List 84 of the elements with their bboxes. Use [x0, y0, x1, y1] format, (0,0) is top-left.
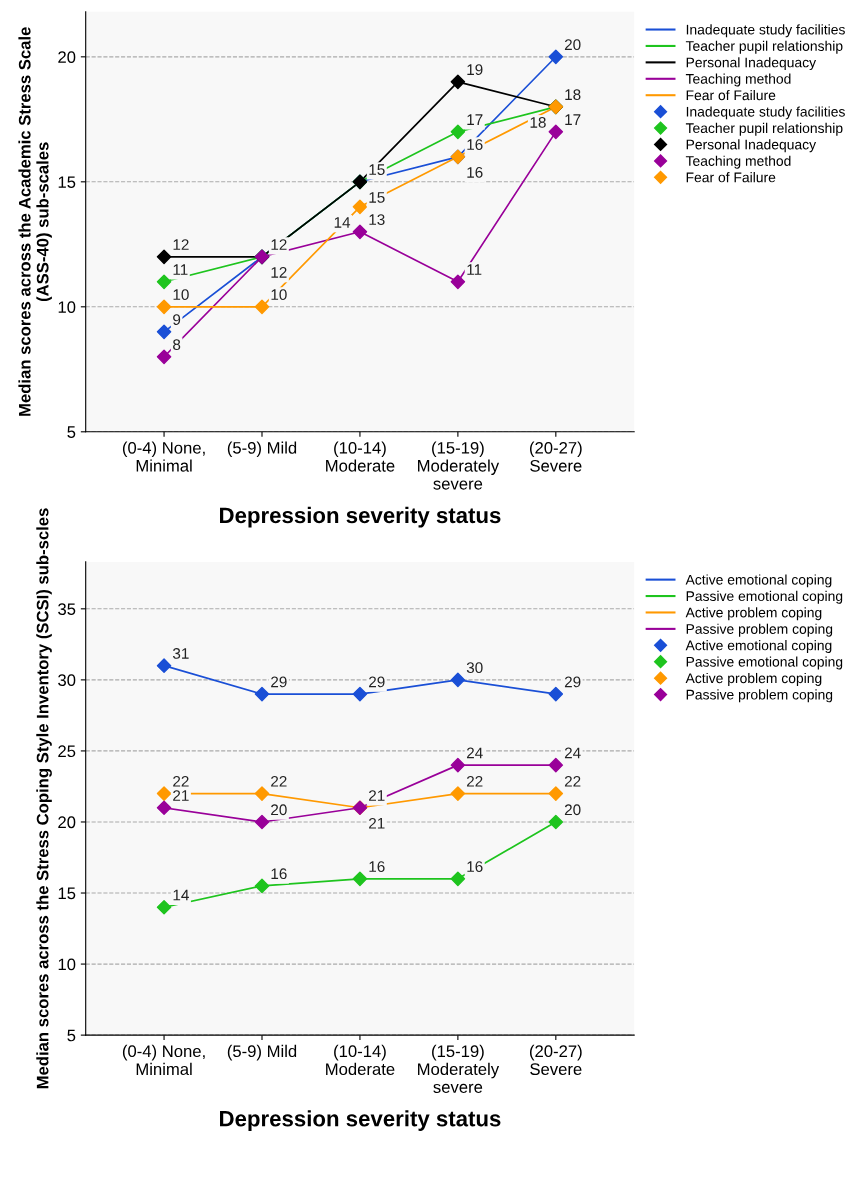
data-label: 10	[271, 289, 287, 301]
y-tick-label: 10	[58, 958, 76, 971]
x-tick-label: (10-14) Moderate	[326, 441, 395, 472]
data-label: 19	[467, 64, 483, 76]
legend-label: Teaching method	[685, 155, 791, 169]
data-label: 9	[173, 314, 181, 326]
y-axis-title: Median scores across the Academic Stress Scale (ASS-40) sub-scales	[18, 27, 52, 416]
data-label: 17	[467, 114, 483, 125]
text: Personal Inadequacy	[686, 57, 817, 71]
data-label: 12	[271, 266, 287, 278]
data-label: 16	[467, 861, 483, 873]
data-label: 18	[530, 116, 546, 128]
legend-label: Fear of Failure	[686, 172, 776, 183]
data-label: 29	[564, 676, 581, 688]
data-label: 20	[271, 804, 287, 816]
data-label: 15	[369, 192, 385, 203]
x-axis-title: Depression severity status	[220, 1110, 501, 1131]
text: Active emotional coping	[685, 574, 832, 588]
data-label: 10	[173, 289, 189, 301]
data-label: 13	[369, 214, 385, 226]
data-label: 20	[564, 39, 581, 51]
data-label: 22	[466, 775, 483, 787]
data-label: 24	[564, 747, 581, 759]
legend-label: Inadequate study facilities	[686, 106, 845, 120]
legend-label: Teacher pupil relationship	[685, 122, 843, 136]
x-tick-label: (20-27) Severe	[530, 1044, 582, 1076]
y-tick-label: 30	[58, 674, 76, 687]
text: Passive problem coping	[686, 623, 833, 637]
data-label: 29	[369, 676, 385, 688]
data-label: 29	[271, 676, 287, 688]
text: Passive emotional coping	[686, 590, 843, 604]
legend-label: Active problem coping	[685, 672, 822, 686]
y-tick-label: 20	[58, 51, 76, 64]
data-label: 22	[271, 775, 287, 787]
y-tick-label: 25	[58, 745, 76, 758]
y-tick-label: 15	[58, 887, 76, 900]
data-label: 17	[565, 114, 581, 125]
text: Active problem coping	[685, 607, 822, 621]
x-axis-title: Depression severity status	[220, 506, 501, 528]
data-label: 11	[173, 264, 188, 275]
x-tick-label: (15-19) Moderately severe	[418, 1044, 500, 1093]
legend-label: Passive problem coping	[686, 689, 833, 703]
data-label: 14	[334, 217, 351, 228]
data-label: 16	[467, 139, 483, 151]
data-label: 21	[173, 790, 189, 801]
data-label: 16	[467, 166, 483, 178]
legend-label: Passive emotional coping	[686, 656, 843, 670]
y-tick-label: 10	[58, 301, 76, 314]
data-label: 15	[369, 164, 385, 176]
y-tick-label: 20	[58, 816, 76, 829]
data-label: 20	[564, 804, 581, 816]
text: Teaching method	[685, 73, 791, 87]
text: Inadequate study facilities	[686, 24, 845, 38]
x-tick-label: (0-4) None, Minimal	[122, 441, 205, 472]
data-label: 16	[369, 861, 385, 873]
data-label: 24	[466, 747, 483, 759]
data-label: 22	[564, 775, 581, 787]
data-label: 12	[173, 239, 189, 250]
data-label: 21	[369, 817, 385, 829]
legend-label: Personal Inadequacy	[686, 139, 817, 153]
x-tick-label: (0-4) None, Minimal	[122, 1044, 205, 1076]
legend-label: Active emotional coping	[685, 640, 832, 654]
data-label: 22	[173, 775, 189, 787]
text: Fear of Failure	[686, 90, 776, 101]
y-tick-label: 5	[67, 426, 76, 438]
data-label: 14	[173, 889, 189, 901]
x-tick-label: (5-9) Mild	[227, 441, 297, 458]
y-tick-label: 15	[58, 176, 76, 189]
data-label: 31	[172, 648, 189, 659]
data-label: 18	[565, 89, 581, 101]
data-label: 12	[271, 239, 287, 250]
x-tick-label: (10-14) Moderate	[326, 1044, 395, 1076]
data-label: 11	[467, 264, 482, 275]
data-label: 8	[173, 339, 181, 351]
data-label: 21	[369, 790, 385, 801]
x-tick-label: (20-27) Severe	[530, 441, 582, 472]
y-tick-label: 35	[58, 603, 76, 616]
x-tick-label: (5-9) Mild	[227, 1044, 297, 1061]
text: Teacher pupil relationship	[685, 40, 843, 54]
x-tick-label: (15-19) Moderately severe	[418, 441, 500, 490]
y-tick-label: 5	[67, 1029, 76, 1042]
data-label: 30	[466, 662, 483, 674]
y-axis-title: Median scores across the Stress Coping Style Inventory (SCSI) sub-scles	[36, 508, 52, 1089]
data-label: 16	[271, 868, 287, 880]
